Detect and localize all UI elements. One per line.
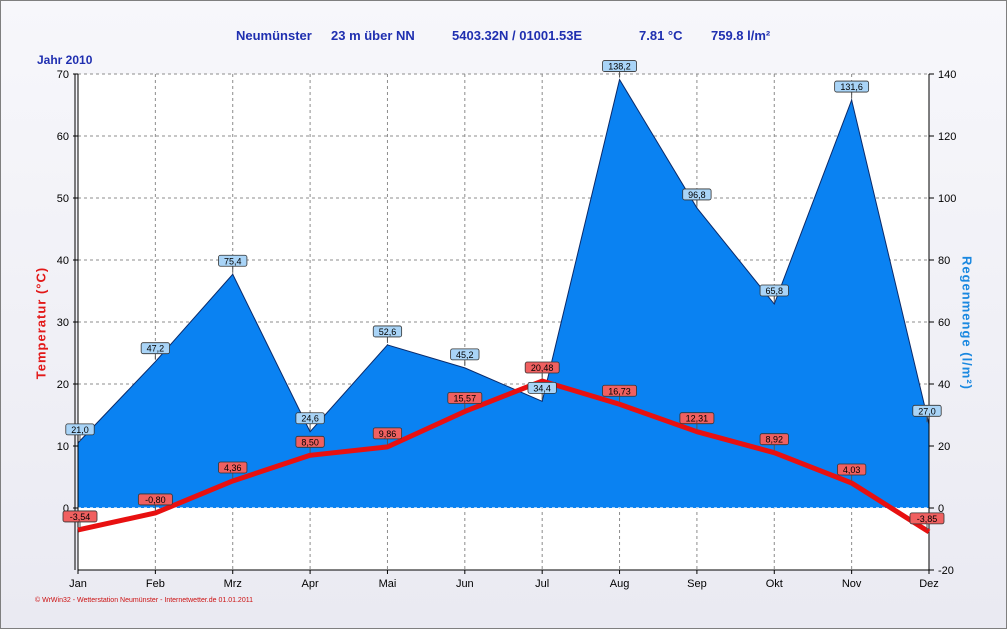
temperature-value-label-box [137, 493, 173, 506]
tick-label-right: 120 [938, 131, 956, 143]
temperature-value-label-box [372, 427, 403, 440]
temperature-value-label-box [909, 512, 945, 525]
temperature-value-label-box [679, 412, 715, 425]
temperature-value-label: 16,73 [608, 386, 631, 396]
station-altitude: 23 m über NN [331, 28, 415, 43]
rain-value-label: 131,6 [840, 82, 863, 92]
temperature-value-label: 4,36 [224, 463, 242, 473]
temperature-value-label-box [759, 433, 789, 446]
tick-label-right: 20 [938, 441, 950, 453]
rain-edge-line [77, 78, 930, 444]
temperature-value-label: 8,92 [766, 435, 784, 445]
x-tick-label: Jan [69, 578, 87, 590]
rain-value-label-box [295, 412, 325, 425]
rain-value-label-box [834, 80, 870, 93]
x-tick-label: Okt [766, 578, 783, 590]
tick-label-left: 0 [63, 503, 69, 515]
temperature-value-label-box [837, 463, 867, 476]
mean-temperature: 7.81 °C [639, 28, 683, 43]
rain-value-label: 65,8 [766, 286, 784, 296]
rain-value-label: 75,4 [224, 256, 242, 266]
tick-label-right: 100 [938, 193, 956, 205]
x-tick-label: Apr [302, 578, 319, 590]
temperature-value-label: 8,50 [301, 437, 319, 447]
x-tick-label: Mai [379, 578, 397, 590]
tick-label-left: 40 [57, 255, 69, 267]
year-label: Jahr 2010 [37, 53, 93, 67]
temperature-value-label-box [602, 384, 637, 397]
temperature-value-label: -3,85 [917, 514, 938, 524]
tick-label-left: 20 [57, 379, 69, 391]
temperature-value-label: 4,03 [843, 465, 861, 475]
temperature-value-label: 9,86 [379, 429, 397, 439]
tick-label-left: 60 [57, 131, 69, 143]
rain-value-label-box [912, 404, 942, 417]
rain-value-label-box [65, 423, 95, 436]
rain-value-label: 96,8 [688, 190, 706, 200]
x-tick-label: Sep [687, 578, 707, 590]
rain-value-label-box [602, 60, 637, 72]
x-tick-label: Feb [146, 578, 165, 590]
temperature-value-label-box [218, 461, 248, 474]
tick-label-left: 30 [57, 317, 69, 329]
temperature-value-label-box [524, 361, 560, 374]
x-tick-label: Aug [610, 578, 630, 590]
temperature-value-label: 12,31 [686, 414, 709, 424]
rain-value-label: 45,2 [456, 350, 474, 360]
tick-label-left: 10 [57, 441, 69, 453]
rain-value-label: 34,4 [533, 383, 551, 393]
rain-value-label: 21,0 [71, 425, 89, 435]
rain-value-label-box [527, 381, 557, 394]
tick-label-right: 60 [938, 317, 950, 329]
x-tick-label: Jul [535, 578, 549, 590]
tick-label-right: -20 [938, 565, 954, 577]
temperature-value-label: 20,48 [531, 363, 554, 373]
x-tick-label: Nov [842, 578, 862, 590]
tick-label-right: 140 [938, 69, 956, 81]
x-tick-label: Mrz [224, 578, 242, 590]
x-tick-label: Jun [456, 578, 474, 590]
rain-value-label-box [759, 284, 789, 297]
tick-label-right: 80 [938, 255, 950, 267]
rain-value-label-box [450, 348, 480, 361]
rain-area [78, 79, 929, 508]
tick-label-right: 0 [938, 503, 944, 515]
rain-total: 759.8 l/m² [711, 28, 771, 43]
rain-value-label-box [218, 254, 248, 267]
rain-value-label: 27,0 [918, 406, 936, 416]
temperature-value-label-box [295, 435, 325, 448]
rain-value-label: 52,6 [379, 327, 397, 337]
tick-label-left: 70 [57, 69, 69, 81]
station-name: Neumünster [236, 28, 312, 43]
temperature-value-label-box [447, 392, 483, 404]
rain-value-label-box [372, 325, 403, 338]
station-coordinates: 5403.32N / 01001.53E [452, 28, 583, 43]
temperature-value-label: -0,80 [145, 495, 166, 505]
footer-credit: © WrWin32 - Wetterstation Neumünster - I… [35, 597, 253, 604]
rain-value-label-box [140, 342, 170, 355]
rain-value-label: 138,2 [608, 62, 631, 72]
temperature-value-label: 15,57 [454, 393, 477, 403]
tick-label-left: 50 [57, 193, 69, 205]
rain-value-label: 24,6 [301, 414, 319, 424]
x-tick-label: Dez [919, 578, 939, 590]
tick-label-right: 40 [938, 379, 950, 391]
temperature-value-label-box [62, 510, 98, 523]
rain-value-label: 47,2 [147, 344, 165, 354]
temperature-value-label: -3,54 [70, 512, 91, 522]
rain-value-label-box [682, 188, 712, 201]
temperature-line [77, 378, 931, 534]
